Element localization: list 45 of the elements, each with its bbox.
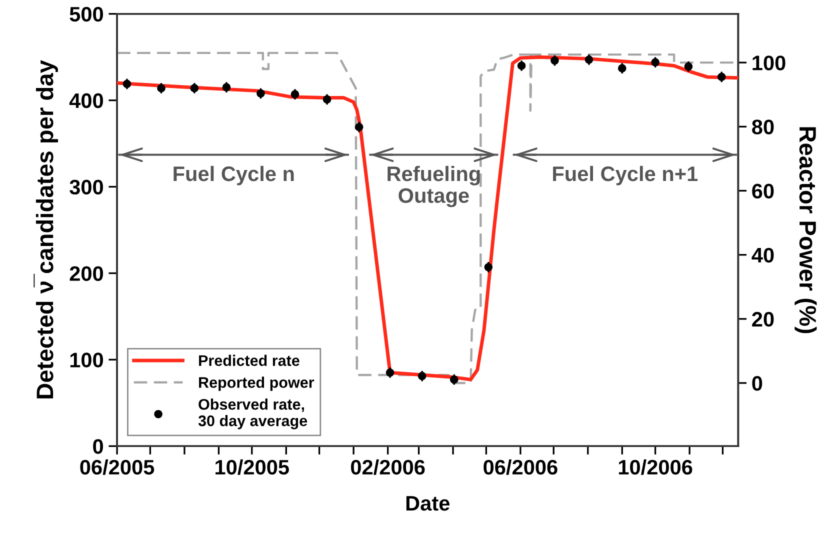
legend-label: Predicted rate <box>199 354 300 366</box>
x-tick-label: 02/2006 <box>351 459 425 475</box>
y-tick-label: 0 <box>93 439 103 454</box>
series-label: Fuel Cycle n <box>174 166 294 186</box>
y-tick-label: 500 <box>70 6 103 22</box>
y-tick-label: 200 <box>70 266 103 281</box>
point <box>122 80 132 88</box>
x-axis-title: Date <box>406 496 450 511</box>
point <box>484 262 493 272</box>
y2-tick-label: 60 <box>752 184 774 198</box>
point <box>322 95 332 104</box>
point <box>290 90 300 98</box>
x-tick-label: 10/2005 <box>216 459 289 475</box>
y2-tick-label: 40 <box>752 248 774 263</box>
point <box>584 56 594 64</box>
point <box>684 62 693 71</box>
y2-tick-label: 20 <box>752 312 774 327</box>
y2-tick-label: 100 <box>752 56 786 70</box>
y-tick-label: 400 <box>69 93 103 108</box>
legend-label: Reported power <box>199 376 314 391</box>
point <box>717 72 726 82</box>
y2-tick-label: 80 <box>752 120 774 134</box>
y-tick-label: 300 <box>70 180 103 195</box>
point <box>618 64 626 72</box>
x-tick-label: 06/2005 <box>80 459 154 475</box>
point <box>450 375 458 384</box>
y-tick-label: 100 <box>70 352 103 368</box>
point <box>354 122 364 132</box>
point <box>386 368 394 377</box>
point <box>550 56 559 65</box>
point <box>418 372 426 380</box>
point <box>222 83 231 92</box>
point <box>517 62 526 70</box>
x-tick-label: 10/2006 <box>618 459 692 475</box>
point <box>190 84 199 92</box>
y-axis-title: Detected ν̅ candidates per day <box>34 60 58 398</box>
point <box>157 84 166 92</box>
point <box>256 89 265 98</box>
y2-axis-title: Reactor Power (%) <box>794 127 817 334</box>
series-label: Fuel Cycle n+1 <box>553 166 698 186</box>
point <box>651 58 660 66</box>
y2-tick-label: 0 <box>752 376 762 391</box>
series-label: Refueling Outage <box>388 166 480 208</box>
x-tick-label: 06/2006 <box>484 459 558 475</box>
legend-label: Observed rate, 30 day average <box>198 398 308 430</box>
